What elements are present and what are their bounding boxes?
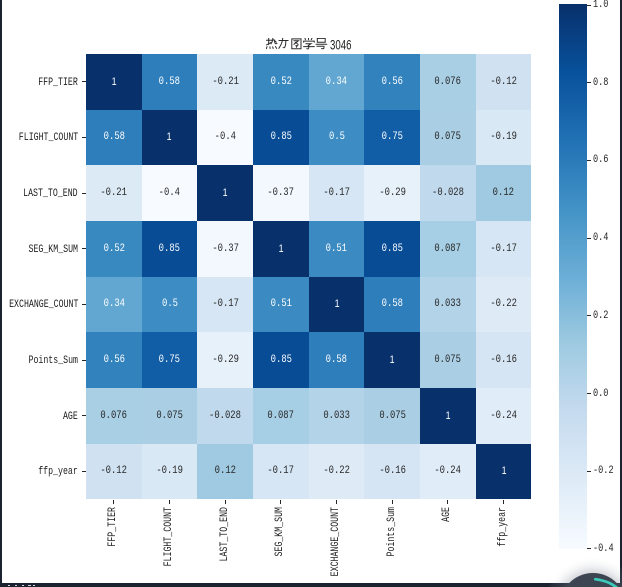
svg-text:3046: 3046 [330,38,352,52]
